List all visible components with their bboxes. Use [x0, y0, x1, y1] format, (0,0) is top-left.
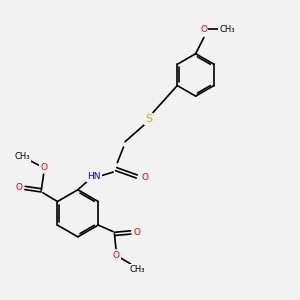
Text: CH₃: CH₃	[15, 152, 30, 161]
Text: CH₃: CH₃	[219, 25, 235, 34]
Text: CH₃: CH₃	[129, 265, 145, 274]
Text: O: O	[200, 25, 207, 34]
Text: O: O	[112, 250, 119, 260]
Text: O: O	[134, 228, 141, 237]
Text: O: O	[15, 184, 22, 193]
Text: HN: HN	[87, 172, 101, 181]
Text: S: S	[145, 114, 152, 124]
Text: O: O	[40, 163, 47, 172]
Text: O: O	[142, 173, 148, 182]
